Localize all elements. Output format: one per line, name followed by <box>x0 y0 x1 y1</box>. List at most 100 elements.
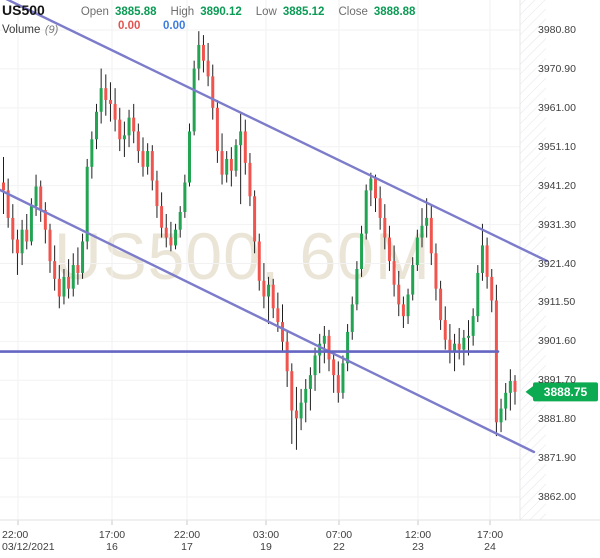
candle-down <box>11 217 15 240</box>
candle-up <box>29 206 33 242</box>
candle-down <box>494 300 498 423</box>
candle-up <box>364 190 368 234</box>
candle-down <box>401 304 405 317</box>
candle-up <box>369 178 373 191</box>
candle-down <box>429 217 433 254</box>
candle-down <box>387 237 391 262</box>
open-value: 3885.88 <box>114 6 157 18</box>
candle-up <box>95 111 98 140</box>
candle-up <box>350 304 354 332</box>
candle-up <box>122 135 126 140</box>
low-label: Low <box>255 6 277 18</box>
candle-down <box>285 341 289 372</box>
candle-up <box>34 186 38 207</box>
price-tag-box <box>533 382 598 402</box>
candle-down <box>132 117 136 132</box>
candle-down <box>448 339 452 352</box>
candle-down <box>67 276 71 289</box>
candle-down <box>155 180 159 207</box>
ohlc-header: US500 Open 3885.88 High 3890.12 Low 3885… <box>2 2 429 18</box>
symbol-label: US500 <box>2 2 45 18</box>
off-chart-margin <box>520 0 546 520</box>
candle-down <box>15 239 19 254</box>
candle-up <box>239 131 243 146</box>
candle-up <box>504 392 508 409</box>
candle-down <box>169 237 173 246</box>
current-price-tag: 3888.75 <box>525 382 598 402</box>
candle-down <box>392 261 396 285</box>
candle-down <box>290 371 294 411</box>
candle-down <box>164 227 168 238</box>
candle-down <box>327 335 331 360</box>
candle-up <box>322 335 326 344</box>
candle-up <box>225 158 229 175</box>
volume-value-2: 0.00 <box>163 20 186 32</box>
candle-up <box>453 343 457 352</box>
candle-up <box>90 139 94 167</box>
volume-indicator-row: Volume (9) 0.00 0.00 <box>2 20 302 36</box>
candle-down <box>276 308 280 323</box>
candle-up <box>146 151 150 167</box>
candle-up <box>462 337 466 350</box>
candle-down <box>53 261 57 279</box>
candle-down <box>211 76 215 108</box>
candle-up <box>20 229 24 254</box>
candle-down <box>383 217 387 238</box>
upper-channel-line[interactable] <box>0 0 549 263</box>
price-tag-arrow <box>525 385 534 399</box>
open-label: Open <box>80 6 109 18</box>
candle-down <box>113 103 117 120</box>
candle-up <box>99 88 103 112</box>
candle-up <box>476 272 480 317</box>
candle-down <box>248 162 252 197</box>
candle-down <box>2 182 5 191</box>
candle-up <box>355 269 359 305</box>
candle-down <box>206 60 210 77</box>
candle-up <box>467 335 470 338</box>
candle-down <box>271 284 275 309</box>
candle-down <box>490 276 494 301</box>
candle-down <box>118 119 122 140</box>
candle-down <box>397 284 401 305</box>
candle-down <box>104 88 108 100</box>
candle-up <box>406 294 410 317</box>
candle-down <box>262 280 266 297</box>
candle-up <box>234 145 238 171</box>
candle-down <box>294 410 298 419</box>
candle-down <box>332 359 336 376</box>
high-label: High <box>170 6 195 18</box>
candle-up <box>192 68 196 132</box>
volume-value-1: 0.00 <box>118 20 141 32</box>
high-value: 3890.12 <box>200 6 242 18</box>
candle-down <box>485 245 489 277</box>
candle-up <box>471 316 475 336</box>
candle-up <box>425 217 429 226</box>
candle-up <box>346 331 350 364</box>
candle-up <box>183 182 187 213</box>
candle-up <box>508 381 512 393</box>
candle-up <box>480 245 484 273</box>
candle-down <box>201 44 205 61</box>
candle-down <box>76 265 80 273</box>
candle-down <box>48 229 52 262</box>
candle-up <box>62 276 66 297</box>
lower-channel-line[interactable] <box>0 188 536 454</box>
volume-period: (9) <box>44 24 59 36</box>
candle-up <box>197 44 201 69</box>
candle-up <box>188 131 191 183</box>
candle-down <box>43 210 47 230</box>
candle-down <box>57 278 61 297</box>
candle-down <box>39 186 43 211</box>
price-tag-value: 3888.75 <box>544 385 588 399</box>
candle-up <box>178 212 182 230</box>
candle-down <box>257 241 261 281</box>
close-value: 3888.88 <box>373 6 416 18</box>
candle-down <box>150 151 154 181</box>
candle-down <box>253 196 257 242</box>
candle-down <box>457 343 461 350</box>
candle-down <box>513 381 517 392</box>
candle-up <box>360 233 364 270</box>
candle-up <box>299 402 303 419</box>
candle-down <box>443 320 447 340</box>
